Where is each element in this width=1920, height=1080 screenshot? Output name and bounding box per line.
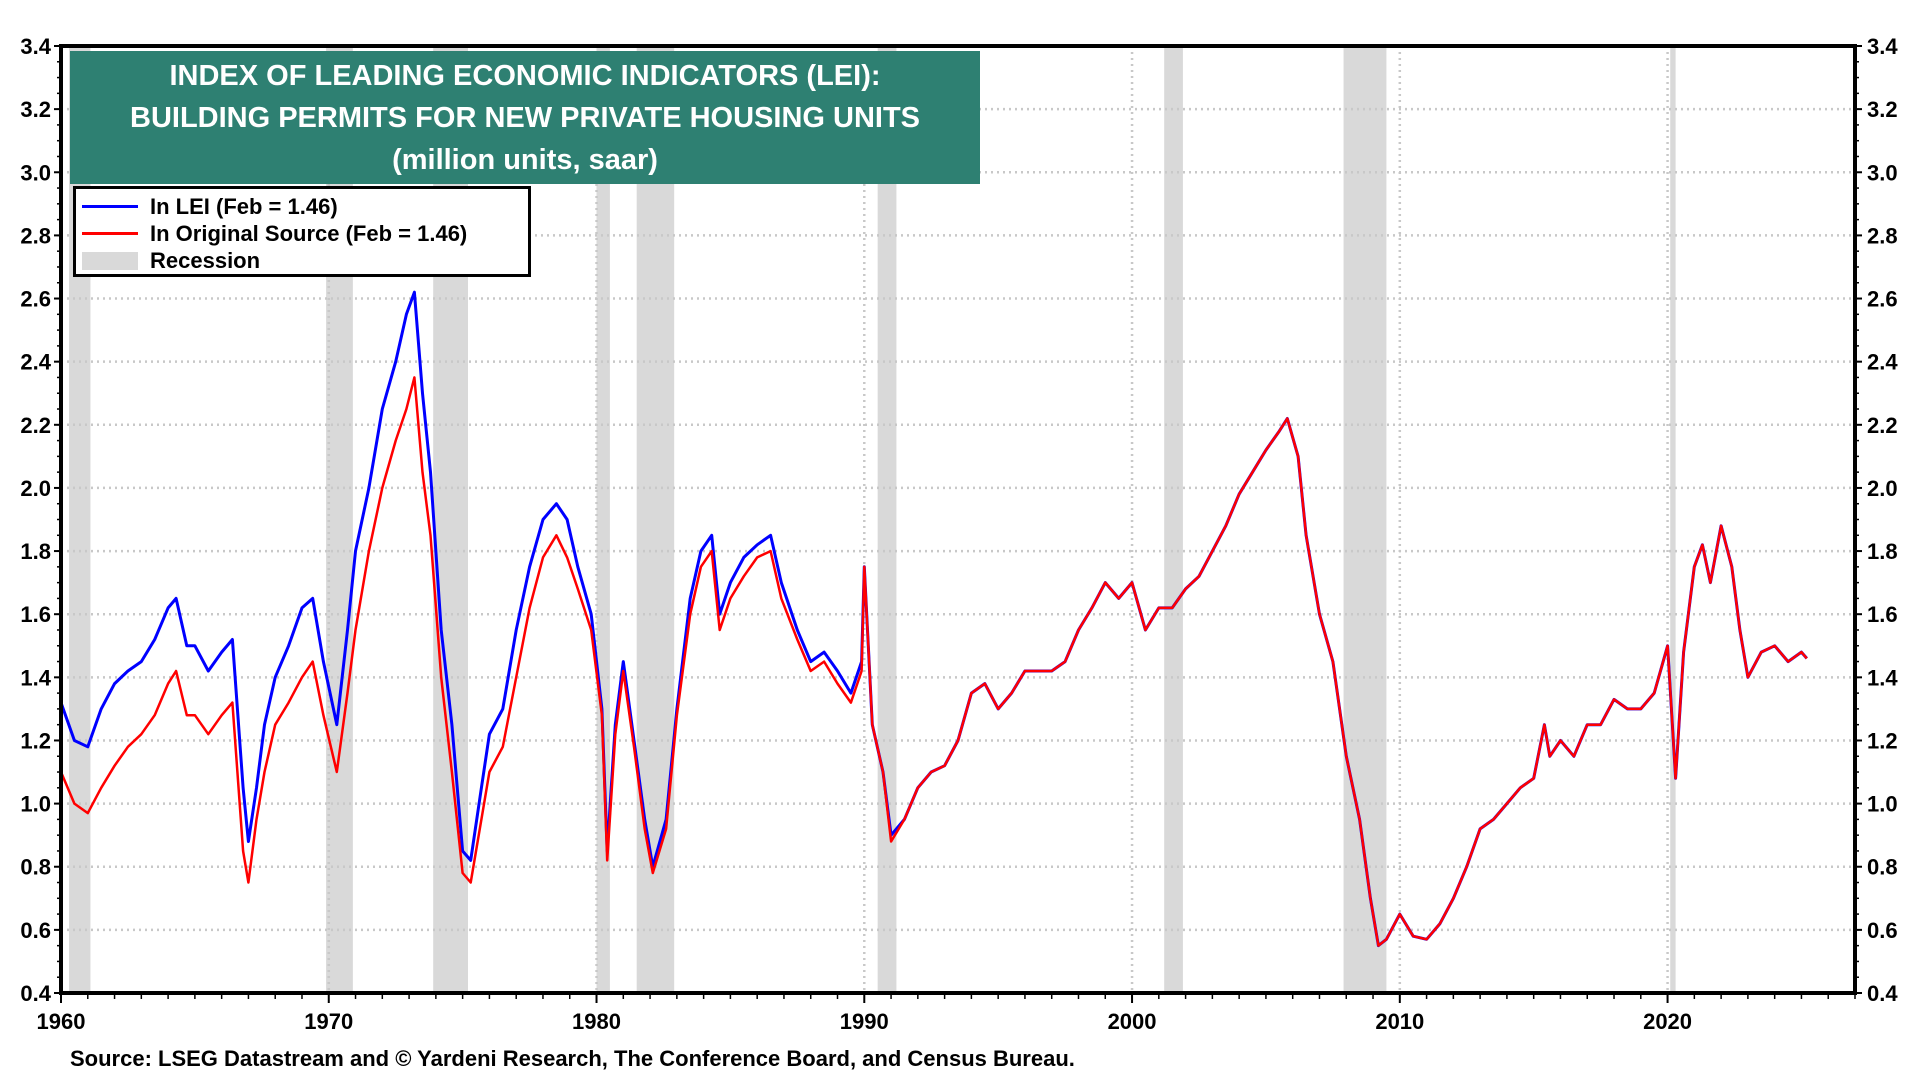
legend-label: Recession [150, 247, 261, 273]
y-tick-label-right: 0.8 [1867, 855, 1898, 880]
x-tick-label: 1990 [840, 1009, 889, 1034]
y-tick-label-left: 2.0 [20, 476, 51, 501]
legend-swatch-blue [82, 205, 138, 208]
y-tick-label-left: 0.8 [20, 855, 51, 880]
recession-band [596, 46, 610, 993]
y-tick-label-right: 3.0 [1867, 160, 1898, 185]
legend-item-original: In Original Source (Feb = 1.46) [82, 220, 522, 247]
y-tick-label-left: 2.8 [20, 223, 51, 248]
x-tick-label: 1980 [572, 1009, 621, 1034]
y-tick-label-right: 3.2 [1867, 97, 1898, 122]
recession-band [636, 46, 675, 993]
y-tick-label-right: 0.6 [1867, 918, 1898, 943]
y-tick-label-right: 0.4 [1867, 981, 1898, 1006]
x-tick-label: 1960 [37, 1009, 86, 1034]
y-tick-label-left: 3.4 [20, 34, 51, 59]
y-tick-label-left: 0.6 [20, 918, 51, 943]
y-tick-label-right: 1.6 [1867, 602, 1898, 627]
recession-band [877, 46, 897, 993]
legend-swatch-recession [82, 251, 138, 270]
y-tick-label-left: 1.4 [20, 665, 51, 690]
y-tick-label-left: 1.8 [20, 539, 51, 564]
y-tick-label-right: 1.2 [1867, 728, 1898, 753]
chart-subtitle: BUILDING PERMITS FOR NEW PRIVATE HOUSING… [130, 102, 920, 134]
recession-band [1343, 46, 1387, 993]
source-note: Source: LSEG Datastream and © Yardeni Re… [70, 1046, 1075, 1071]
legend-label: In Original Source (Feb = 1.46) [150, 220, 468, 246]
legend-item-lei: In LEI (Feb = 1.46) [82, 193, 522, 220]
recession-band [69, 46, 91, 993]
x-tick-label: 2020 [1643, 1009, 1692, 1034]
y-tick-label-left: 3.0 [20, 160, 51, 185]
y-tick-label-left: 1.2 [20, 728, 51, 753]
y-tick-label-left: 1.6 [20, 602, 51, 627]
y-tick-label-right: 3.4 [1867, 34, 1898, 59]
y-tick-label-right: 2.4 [1867, 350, 1898, 375]
legend: In LEI (Feb = 1.46) In Original Source (… [73, 186, 531, 277]
y-tick-label-left: 3.2 [20, 97, 51, 122]
legend-swatch-red [82, 232, 138, 235]
y-tick-label-right: 1.0 [1867, 792, 1898, 817]
y-tick-label-right: 2.6 [1867, 287, 1898, 312]
y-tick-label-left: 2.2 [20, 413, 51, 438]
y-tick-label-right: 2.2 [1867, 413, 1898, 438]
recession-band [1164, 46, 1183, 993]
chart-units: (million units, saar) [392, 144, 658, 176]
x-tick-label: 2000 [1108, 1009, 1157, 1034]
plot-frame [59, 44, 1857, 995]
y-tick-label-left: 0.4 [20, 981, 51, 1006]
x-tick-label: 2010 [1375, 1009, 1424, 1034]
y-tick-label-right: 1.8 [1867, 539, 1898, 564]
y-tick-label-left: 1.0 [20, 792, 51, 817]
legend-label: In LEI (Feb = 1.46) [150, 193, 338, 219]
x-tick-label: 1970 [304, 1009, 353, 1034]
y-tick-label-right: 2.8 [1867, 223, 1898, 248]
y-tick-label-right: 1.4 [1867, 665, 1898, 690]
y-tick-label-left: 2.4 [20, 350, 51, 375]
recession-band [1670, 46, 1676, 993]
y-tick-label-right: 2.0 [1867, 476, 1898, 501]
legend-item-recession: Recession [82, 247, 522, 274]
y-tick-label-left: 2.6 [20, 287, 51, 312]
chart-title: INDEX OF LEADING ECONOMIC INDICATORS (LE… [169, 60, 881, 92]
series-line-original-source [59, 376, 1808, 947]
chart-title-box: INDEX OF LEADING ECONOMIC INDICATORS (LE… [70, 51, 980, 184]
series-line-lei [59, 290, 1808, 948]
